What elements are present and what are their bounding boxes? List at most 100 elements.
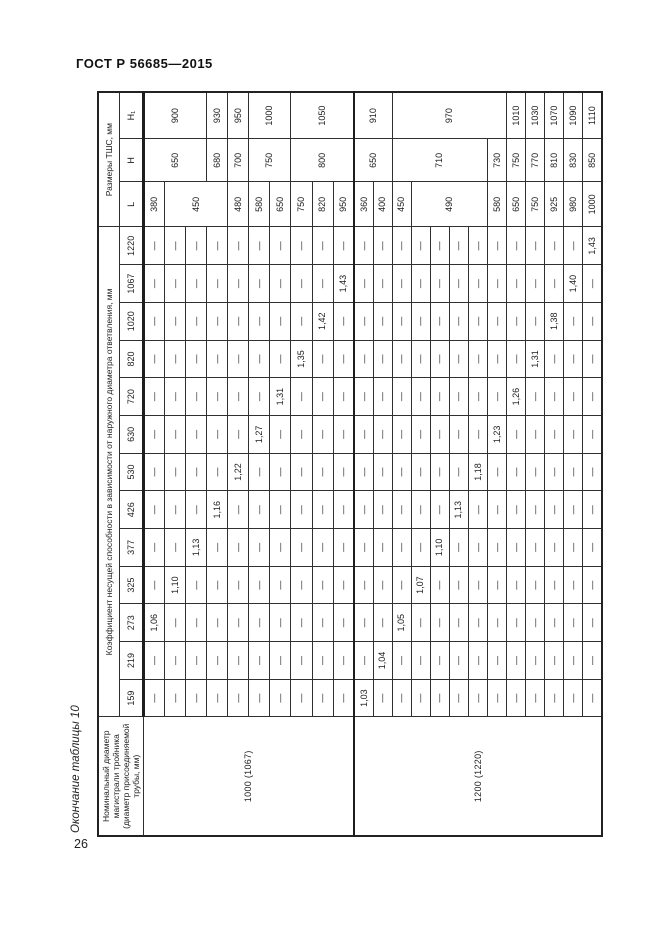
coefficient-empty-cell: — (290, 641, 312, 680)
table-row: 1000 (1067) — —1,06— — — — — — — — — —380 650 900 (143, 91, 355, 836)
coefficient-empty-cell: — (411, 377, 431, 416)
coefficient-empty-cell: — (506, 566, 526, 604)
coefficient-empty-cell: — (333, 490, 355, 529)
coefficient-empty-cell: — (563, 679, 583, 717)
coefficient-empty-cell: — (449, 641, 469, 680)
coefficient-empty-cell: — (430, 340, 450, 378)
size-H1-cell: 950 (227, 91, 249, 139)
branch-diameter-header: 325 (119, 566, 144, 604)
coefficient-empty-cell: — (185, 453, 207, 491)
coefficient-empty-cell: — (164, 264, 186, 303)
coefficient-empty-cell: — (430, 302, 450, 341)
coefficient-empty-cell: — (487, 566, 507, 604)
coefficient-empty-cell: — (373, 377, 393, 416)
branch-diameter-header: 1067 (119, 264, 144, 303)
coefficient-empty-cell: — (290, 377, 312, 416)
coefficient-empty-cell: — (487, 528, 507, 567)
coefficient-empty-cell: — (185, 679, 207, 717)
coefficient-empty-cell: — (290, 528, 312, 567)
coefficient-empty-cell: — (248, 679, 270, 717)
coefficient-empty-cell: — (185, 302, 207, 341)
coefficient-empty-cell: — (468, 603, 488, 642)
row-group-label: 1000 (1067) (143, 717, 355, 836)
coefficient-empty-cell: — (544, 528, 564, 567)
coefficient-empty-cell: — (506, 302, 526, 341)
coefficient-empty-cell: — (468, 490, 488, 529)
coefficient-empty-cell: — (143, 641, 165, 680)
coefficient-empty-cell: — (185, 340, 207, 378)
size-H-cell: 770 (525, 138, 545, 182)
coefficient-empty-cell: — (487, 453, 507, 491)
coefficient-empty-cell: — (525, 453, 545, 491)
coefficient-value-cell: 1,40 (563, 264, 583, 303)
coefficient-empty-cell: — (143, 302, 165, 341)
coefficient-empty-cell: — (525, 528, 545, 567)
coefficient-empty-cell: — (354, 453, 374, 491)
coefficient-empty-cell: — (164, 377, 186, 416)
coefficient-empty-cell: — (227, 264, 249, 303)
coefficient-empty-cell: — (269, 566, 291, 604)
coefficient-empty-cell: — (333, 226, 355, 265)
coefficient-empty-cell: — (430, 603, 450, 642)
coefficient-empty-cell: — (312, 490, 334, 529)
coefficient-empty-cell: — (468, 264, 488, 303)
page-number: 26 (74, 837, 88, 851)
coefficient-empty-cell: — (487, 377, 507, 416)
coefficient-empty-cell: — (227, 377, 249, 416)
coefficient-empty-cell: — (373, 566, 393, 604)
branch-diameter-header: 1220 (119, 226, 144, 265)
coefficient-empty-cell: — (227, 641, 249, 680)
coefficient-empty-cell: — (206, 377, 228, 416)
coefficient-empty-cell: — (487, 679, 507, 717)
coefficient-empty-cell: — (563, 490, 583, 529)
coefficient-empty-cell: — (269, 340, 291, 378)
coefficient-empty-cell: — (143, 340, 165, 378)
coefficient-empty-cell: — (290, 453, 312, 491)
size-H1-cell: 900 (143, 91, 207, 139)
coefficient-empty-cell: — (506, 679, 526, 717)
coefficient-empty-cell: — (563, 302, 583, 341)
coefficient-empty-cell: — (206, 528, 228, 567)
coefficient-empty-cell: — (373, 490, 393, 529)
coefficient-empty-cell: — (506, 453, 526, 491)
coefficient-empty-cell: — (354, 603, 374, 642)
coefficient-empty-cell: — (227, 415, 249, 454)
coefficient-value-cell: 1,13 (185, 528, 207, 567)
coefficient-empty-cell: — (143, 226, 165, 265)
coefficient-empty-cell: — (506, 340, 526, 378)
size-H1-cell: 970 (392, 91, 507, 139)
coefficient-empty-cell: — (354, 566, 374, 604)
coefficient-empty-cell: — (354, 264, 374, 303)
coefficient-empty-cell: — (487, 226, 507, 265)
coefficient-empty-cell: — (290, 264, 312, 303)
coefficient-empty-cell: — (185, 415, 207, 454)
size-H-cell: 650 (354, 138, 393, 182)
coefficient-empty-cell: — (392, 340, 412, 378)
branch-diameter-header: 630 (119, 415, 144, 454)
coefficient-empty-cell: — (430, 377, 450, 416)
coefficient-empty-cell: — (185, 226, 207, 265)
coefficient-empty-cell: — (582, 528, 602, 567)
coefficient-empty-cell: — (354, 415, 374, 454)
coefficient-empty-cell: — (269, 415, 291, 454)
coefficient-empty-cell: — (487, 340, 507, 378)
coefficient-empty-cell: — (269, 226, 291, 265)
coefficient-empty-cell: — (248, 566, 270, 604)
size-H-cell: 830 (563, 138, 583, 182)
size-L-cell: 380 (143, 181, 165, 227)
coefficient-empty-cell: — (563, 528, 583, 567)
size-L-cell: 580 (248, 181, 270, 227)
coefficient-empty-cell: — (333, 566, 355, 604)
coefficient-empty-cell: — (290, 679, 312, 717)
coefficient-empty-cell: — (354, 528, 374, 567)
size-L-cell: 950 (333, 181, 355, 227)
coefficient-empty-cell: — (582, 415, 602, 454)
size-H1-cell: 1000 (248, 91, 291, 139)
coefficient-empty-cell: — (248, 340, 270, 378)
coefficient-empty-cell: — (164, 302, 186, 341)
coefficient-empty-cell: — (248, 603, 270, 642)
coefficient-empty-cell: — (373, 679, 393, 717)
coefficient-columns-header: Коэффициент несущей способности в зависи… (98, 226, 120, 717)
coefficient-empty-cell: — (248, 377, 270, 416)
coefficient-empty-cell: — (449, 415, 469, 454)
